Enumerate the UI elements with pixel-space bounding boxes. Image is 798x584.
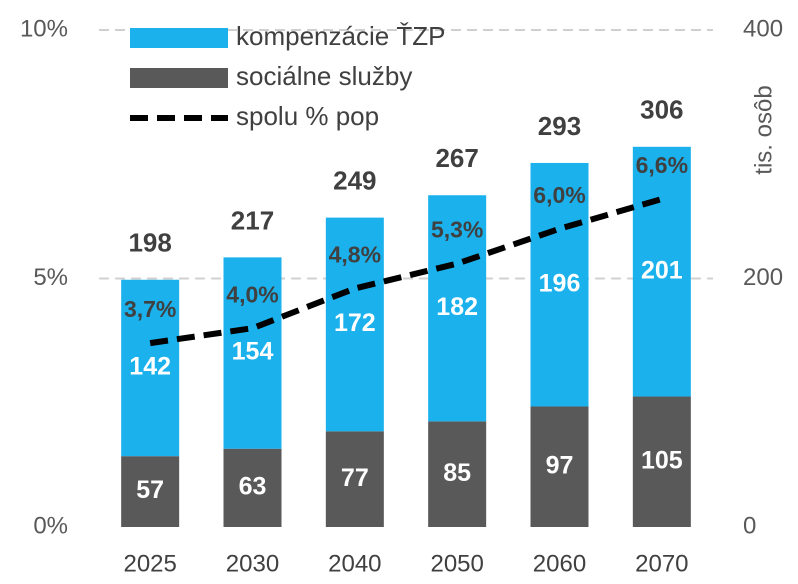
bar-value-label: 196 [539, 269, 581, 297]
bar-value-label: 97 [546, 451, 574, 479]
bar-segment [632, 396, 691, 527]
bar-value-label: 154 [232, 338, 274, 366]
bar-segment [428, 195, 487, 422]
bar-segment [428, 421, 487, 527]
line-series [149, 196, 663, 347]
bar-value-label: 63 [239, 472, 267, 500]
total-label: 198 [128, 228, 171, 258]
bar-segment [325, 217, 384, 432]
legend-swatch [130, 68, 228, 88]
line-value-label: 6,6% [636, 152, 688, 178]
line-value-label: 6,0% [533, 182, 585, 208]
x-tick-label: 2070 [635, 550, 688, 577]
legend-swatch [130, 28, 228, 48]
bar-segment [530, 162, 589, 407]
x-tick-label: 2030 [226, 550, 279, 577]
bar-value-label: 85 [443, 459, 471, 487]
y-tick-label: 10% [20, 15, 68, 42]
x-tick-label: 2060 [533, 550, 586, 577]
bar-value-label: 172 [334, 309, 376, 337]
bar-value-label: 57 [136, 476, 164, 504]
bar-value-label: 142 [129, 353, 171, 381]
bar-segment [632, 146, 691, 397]
legend-label: kompenzácie ŤZP [236, 21, 446, 51]
line-value-label: 4,0% [226, 281, 278, 307]
total-label: 249 [333, 165, 376, 195]
bar-segment [223, 448, 282, 527]
total-label: 217 [231, 205, 274, 235]
line-value-label: 4,8% [329, 242, 381, 268]
y2-axis-label: tis. osôb [750, 85, 777, 174]
y-tick-label: 0% [33, 512, 68, 539]
bar-value-label: 77 [341, 464, 369, 492]
legend-label: sociálne služby [236, 61, 412, 91]
x-tick-label: 2050 [430, 550, 483, 577]
line-value-label: 3,7% [124, 296, 176, 322]
x-tick-label: 2025 [123, 550, 176, 577]
total-label: 293 [538, 111, 581, 141]
y-tick-label: 5% [33, 264, 68, 291]
bar-value-label: 201 [641, 256, 683, 284]
x-tick-label: 2040 [328, 550, 381, 577]
bar-value-label: 105 [641, 446, 683, 474]
y2-tick-label: 400 [743, 15, 783, 42]
bar-value-label: 182 [436, 293, 478, 321]
y2-tick-label: 200 [743, 264, 783, 291]
bar-segment [325, 431, 384, 527]
total-label: 306 [640, 95, 683, 125]
bar-segment [121, 279, 180, 457]
legend-label: spolu % pop [236, 101, 379, 131]
bar-segment [530, 406, 589, 527]
total-label: 267 [435, 143, 478, 173]
line-value-label: 5,3% [431, 217, 483, 243]
bar-segment [223, 257, 282, 449]
bar-segment [121, 456, 180, 527]
y2-tick-label: 0 [743, 512, 756, 539]
